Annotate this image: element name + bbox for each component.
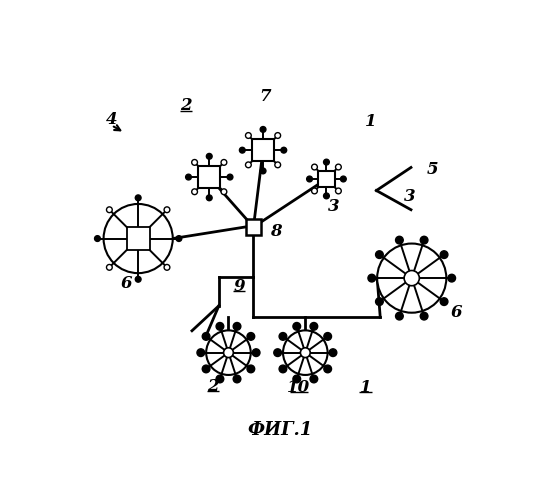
Circle shape <box>376 251 383 258</box>
Circle shape <box>164 264 170 270</box>
Circle shape <box>448 274 456 282</box>
Circle shape <box>185 174 191 180</box>
Text: 3: 3 <box>404 188 416 205</box>
Circle shape <box>206 195 212 201</box>
Bar <box>252 139 274 161</box>
Circle shape <box>107 264 112 270</box>
Circle shape <box>283 330 328 375</box>
Text: 6: 6 <box>121 275 132 292</box>
Circle shape <box>376 298 383 305</box>
Text: 3: 3 <box>328 198 340 215</box>
Circle shape <box>191 189 197 195</box>
Circle shape <box>275 133 281 138</box>
Circle shape <box>340 176 346 182</box>
Circle shape <box>312 164 317 170</box>
Circle shape <box>206 330 251 375</box>
Circle shape <box>335 188 341 194</box>
Circle shape <box>395 236 403 244</box>
Bar <box>199 166 220 188</box>
Circle shape <box>260 127 266 132</box>
Text: 6: 6 <box>451 304 462 321</box>
Circle shape <box>335 164 341 170</box>
Circle shape <box>191 160 197 165</box>
Circle shape <box>279 365 287 373</box>
Circle shape <box>107 207 112 213</box>
Circle shape <box>420 312 428 320</box>
Circle shape <box>377 244 446 313</box>
Circle shape <box>240 147 245 153</box>
Circle shape <box>216 375 224 383</box>
Circle shape <box>233 375 241 383</box>
Circle shape <box>224 348 234 358</box>
Circle shape <box>440 251 448 258</box>
Circle shape <box>310 375 318 383</box>
Circle shape <box>279 332 287 340</box>
Circle shape <box>404 270 420 286</box>
Text: 1: 1 <box>365 113 376 130</box>
Circle shape <box>227 174 233 180</box>
Circle shape <box>395 312 403 320</box>
Circle shape <box>324 193 329 199</box>
Circle shape <box>135 276 141 282</box>
Circle shape <box>247 365 255 373</box>
Circle shape <box>247 332 255 340</box>
Text: 10: 10 <box>287 379 310 396</box>
Bar <box>246 220 261 235</box>
Circle shape <box>329 349 337 356</box>
Circle shape <box>312 188 317 194</box>
Circle shape <box>275 162 281 168</box>
Circle shape <box>206 153 212 159</box>
Circle shape <box>221 189 227 195</box>
Text: 7: 7 <box>259 88 271 105</box>
Text: 8: 8 <box>270 223 282 240</box>
Circle shape <box>420 236 428 244</box>
Circle shape <box>202 365 210 373</box>
Text: 1: 1 <box>360 379 371 396</box>
Text: 9: 9 <box>234 278 245 295</box>
Circle shape <box>324 332 331 340</box>
Circle shape <box>440 298 448 305</box>
Circle shape <box>95 236 100 242</box>
Circle shape <box>202 332 210 340</box>
Text: 4: 4 <box>106 111 117 128</box>
Circle shape <box>197 349 205 356</box>
Circle shape <box>135 195 141 201</box>
Bar <box>318 171 335 188</box>
Text: ФИГ.1: ФИГ.1 <box>248 421 313 439</box>
Circle shape <box>103 204 173 273</box>
Circle shape <box>293 322 301 330</box>
Circle shape <box>216 322 224 330</box>
Circle shape <box>310 322 318 330</box>
Circle shape <box>300 348 310 358</box>
Circle shape <box>246 162 251 168</box>
Text: 2: 2 <box>181 97 192 114</box>
Circle shape <box>260 168 266 174</box>
Circle shape <box>307 176 312 182</box>
Circle shape <box>221 160 227 165</box>
Circle shape <box>252 349 260 356</box>
Circle shape <box>368 274 376 282</box>
Circle shape <box>274 349 282 356</box>
Circle shape <box>293 375 301 383</box>
Circle shape <box>246 133 251 138</box>
Circle shape <box>176 236 182 242</box>
Bar <box>127 227 149 250</box>
Text: 2: 2 <box>207 378 219 395</box>
Circle shape <box>324 365 331 373</box>
Circle shape <box>324 159 329 165</box>
Text: 5: 5 <box>426 161 438 178</box>
Circle shape <box>281 147 287 153</box>
Circle shape <box>233 322 241 330</box>
Circle shape <box>164 207 170 213</box>
